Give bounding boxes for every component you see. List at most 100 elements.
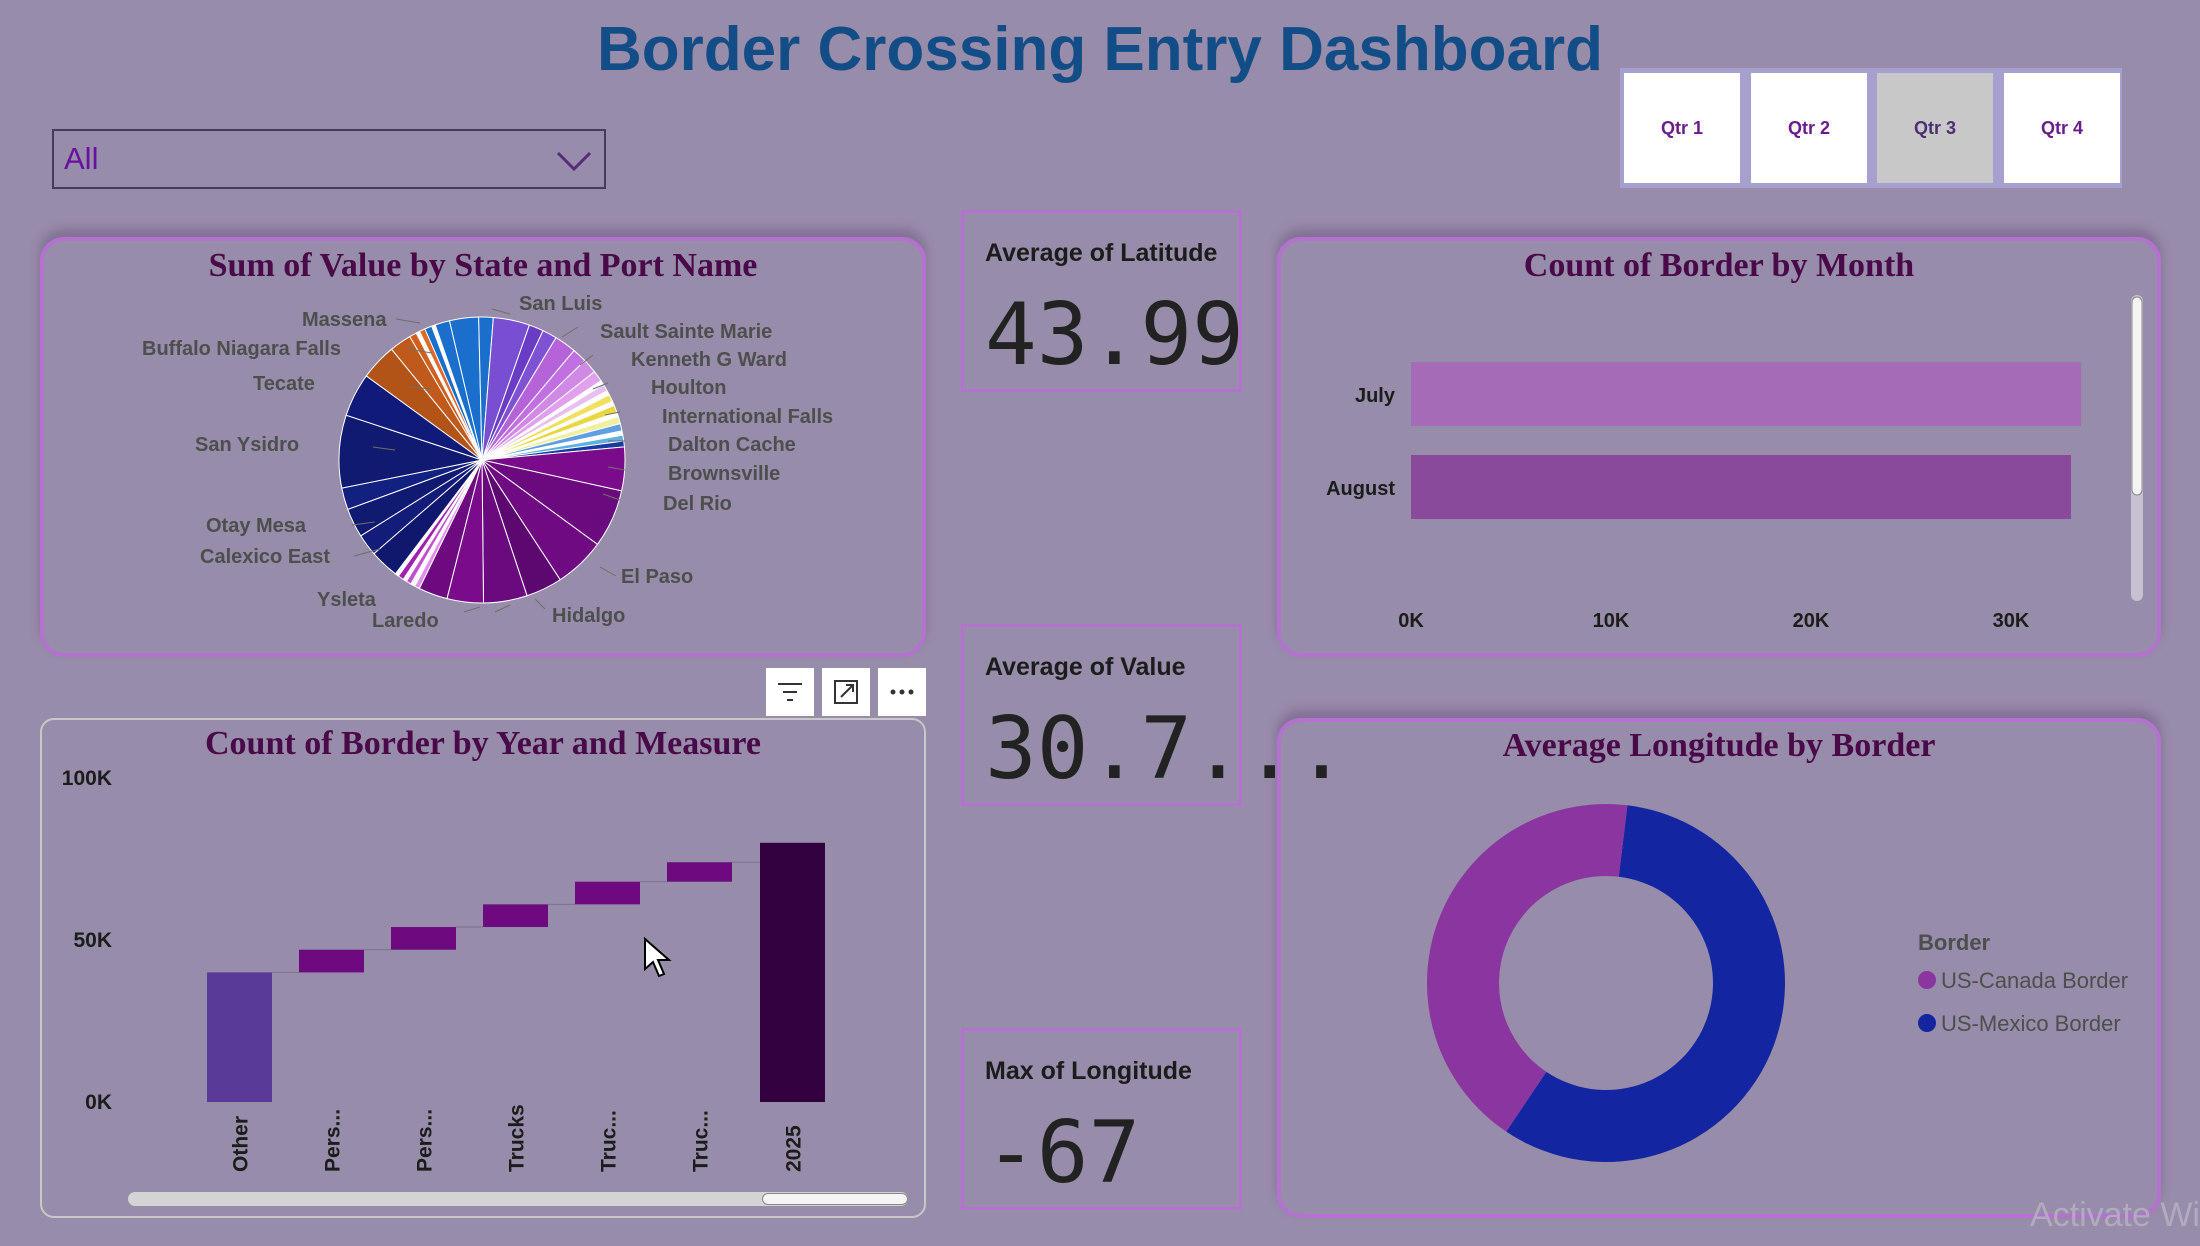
- pie-leader-line: [372, 446, 396, 451]
- pie-label: San Luis: [519, 293, 603, 315]
- category-label: Other: [230, 1116, 253, 1172]
- waterfall-bar[interactable]: [299, 949, 364, 973]
- filter-icon[interactable]: [766, 668, 814, 716]
- pie-label: El Paso: [621, 566, 694, 588]
- pie-slice: [434, 320, 483, 461]
- waterfall-bar[interactable]: [391, 927, 456, 950]
- y-tick-label: 0K: [85, 1091, 112, 1114]
- month-bar-chart: July August 0K 10K 20K 30K: [1326, 295, 2143, 632]
- donut-chart: Border US-Canada Border US-Mexico Border: [1427, 804, 2128, 1162]
- pie-leader-line: [579, 354, 594, 366]
- scrollbar-thumb[interactable]: [2131, 296, 2143, 496]
- pie-leader-line: [607, 466, 626, 471]
- pie-label: Buffalo Niagara Falls: [142, 338, 341, 360]
- horizontal-scrollbar[interactable]: [128, 1192, 908, 1206]
- filter-value: All: [64, 141, 99, 176]
- donut-slice[interactable]: [1427, 804, 1628, 1132]
- latitude-card[interactable]: Average of Latitude 43.99: [961, 210, 1244, 392]
- legend-title: Border: [1918, 930, 1991, 955]
- pie-leader-line: [395, 318, 421, 324]
- latitude-value: 43.99: [985, 285, 1244, 385]
- qtr-3-button[interactable]: Qtr 3: [1877, 73, 1993, 183]
- filter-dropdown[interactable]: All: [52, 129, 606, 189]
- focus-mode-icon[interactable]: [822, 668, 870, 716]
- legend-marker: [1918, 1014, 1936, 1032]
- pie-chart: [338, 308, 626, 613]
- category-label: Pers...: [414, 1109, 437, 1172]
- longitude-card[interactable]: Max of Longitude -67: [961, 1028, 1242, 1210]
- pie-label: Massena: [302, 309, 387, 331]
- pie-label: Dalton Cache: [668, 434, 796, 456]
- mouse-cursor-icon: [644, 937, 672, 978]
- pie-leader-line: [494, 604, 511, 613]
- pie-chart-title: Sum of Value by State and Port Name: [208, 247, 758, 284]
- x-tick-label: 30K: [1993, 610, 2030, 632]
- longitude-value: -67: [985, 1103, 1141, 1203]
- pie-leader-line: [353, 548, 381, 557]
- month-bar[interactable]: [1411, 455, 2071, 519]
- pie-leader-line: [351, 521, 376, 526]
- month-bar[interactable]: [1411, 362, 2081, 426]
- pie-label: Hidalgo: [552, 605, 626, 627]
- y-tick-label: 100K: [62, 767, 112, 790]
- pie-leader-line: [592, 382, 609, 390]
- pie-label: Otay Mesa: [206, 515, 307, 537]
- pie-label: Laredo: [372, 610, 439, 632]
- chevron-down-icon: [556, 151, 592, 172]
- pie-chart-panel[interactable]: Sum of Value by State and Port Name: [40, 237, 926, 657]
- donut-panel[interactable]: Average Longitude by Border: [1277, 718, 2161, 1218]
- pie-leader-line: [491, 308, 511, 315]
- category-label: Truc...: [690, 1110, 713, 1172]
- waterfall-bar[interactable]: [760, 842, 825, 1102]
- waterfall-bar[interactable]: [575, 881, 640, 905]
- x-tick-label: 0K: [1398, 610, 1424, 632]
- y-tick-label: 50K: [73, 929, 112, 952]
- waterfall-title: Count of Border by Year and Measure: [205, 725, 761, 762]
- waterfall-bar[interactable]: [207, 972, 272, 1102]
- longitude-label: Max of Longitude: [985, 1057, 1192, 1085]
- value-label: Average of Value: [985, 653, 1186, 681]
- waterfall-bar[interactable]: [667, 862, 732, 882]
- pie-label: Tecate: [253, 373, 315, 395]
- pie-leader-line: [406, 348, 433, 354]
- donut-slice[interactable]: [1506, 805, 1785, 1162]
- x-tick-label: 20K: [1793, 610, 1830, 632]
- page-title: Border Crossing Entry Dashboard: [597, 15, 1603, 84]
- month-label: July: [1355, 385, 1396, 407]
- qtr-1-button[interactable]: Qtr 1: [1624, 73, 1740, 183]
- x-tick-label: 10K: [1593, 610, 1630, 632]
- category-label: Pers...: [322, 1109, 345, 1172]
- pie-leader-line: [463, 606, 481, 613]
- month-bar-title: Count of Border by Month: [1523, 247, 1915, 284]
- pie-label: San Ysidro: [195, 434, 300, 456]
- pie-label: Houlton: [651, 377, 727, 399]
- waterfall-bar[interactable]: [483, 904, 548, 928]
- more-options-icon[interactable]: [878, 668, 926, 716]
- pie-leader-line: [534, 598, 546, 610]
- month-bar-panel[interactable]: Count of Border by Month: [1277, 237, 2161, 657]
- activation-watermark: Activate Wi: [2029, 1196, 2200, 1234]
- pie-label: Del Rio: [663, 493, 732, 515]
- waterfall-panel[interactable]: Count of Border by Year and Measure: [40, 718, 926, 1218]
- category-label: 2025: [783, 1125, 806, 1172]
- latitude-label: Average of Latitude: [985, 239, 1218, 267]
- value-value: 30.7...: [985, 699, 1348, 799]
- pie-label: Ysleta: [317, 589, 376, 611]
- category-label: Truc...: [598, 1110, 621, 1172]
- qtr-2-button[interactable]: Qtr 2: [1751, 73, 1867, 183]
- legend-item[interactable]: US-Canada Border: [1941, 968, 2128, 993]
- pie-leader-line: [604, 411, 621, 416]
- pie-label: Calexico East: [200, 546, 331, 568]
- qtr-4-button[interactable]: Qtr 4: [2004, 73, 2120, 183]
- pie-leader-line: [599, 566, 617, 577]
- pie-leader-line: [409, 386, 433, 390]
- quarter-slicer: Qtr 1 Qtr 2 Qtr 3 Qtr 4: [1620, 68, 2122, 188]
- legend-marker: [1918, 971, 1936, 989]
- pie-label: Sault Sainte Marie: [600, 321, 773, 343]
- legend-item[interactable]: US-Mexico Border: [1941, 1011, 2121, 1036]
- pie-label: Kenneth G Ward: [631, 349, 787, 371]
- value-card[interactable]: Average of Value 30.7...: [961, 624, 1347, 806]
- category-label: Trucks: [506, 1104, 529, 1172]
- month-label: August: [1326, 478, 1395, 500]
- scrollbar-thumb[interactable]: [762, 1193, 908, 1205]
